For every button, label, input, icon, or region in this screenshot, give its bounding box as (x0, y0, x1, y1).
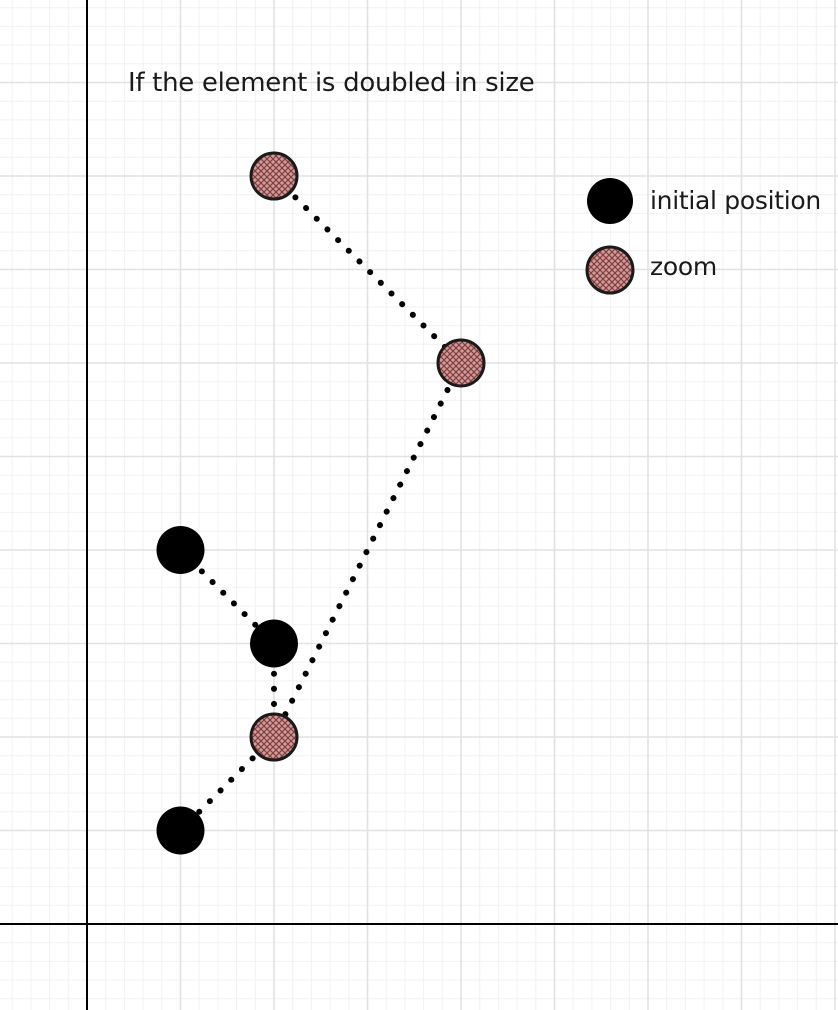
legend-initial-label: initial position (650, 186, 821, 215)
diagram-title: If the element is doubled in size (128, 68, 535, 98)
dotted-connector (271, 360, 464, 740)
legend-zoom-label: zoom (650, 252, 717, 281)
initial-position-point (156, 526, 205, 574)
initial-position-point (250, 619, 298, 668)
connector-lines (177, 173, 464, 834)
legend-zoom-marker (585, 245, 635, 295)
dotted-connector (271, 173, 464, 366)
point-markers (156, 151, 486, 855)
zoom-position-point (249, 151, 299, 201)
zoom-position-point (249, 712, 299, 762)
legend-initial-marker (587, 178, 633, 224)
initial-position-point (156, 806, 205, 855)
legend (585, 178, 635, 295)
zoom-position-point (436, 338, 486, 388)
